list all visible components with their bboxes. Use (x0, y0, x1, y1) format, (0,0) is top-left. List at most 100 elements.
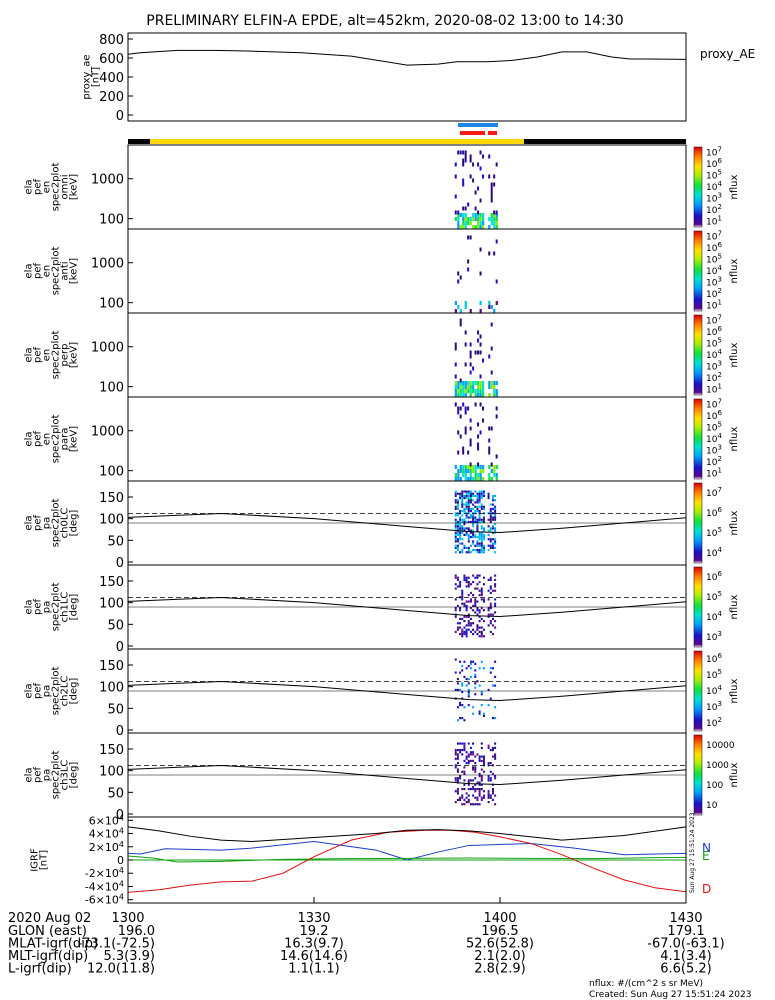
perp-ylabel-line: spec2plot (51, 331, 62, 380)
para-cell (488, 450, 491, 455)
colorbar-exponent: 4 (717, 610, 722, 618)
omni-cell (459, 150, 462, 155)
anti-cell (479, 309, 482, 313)
ch2lc-cell (459, 701, 462, 704)
para-cell (477, 422, 480, 427)
omni-cell (464, 150, 467, 155)
ch2lc-colorbar-label: 104 (706, 684, 722, 697)
anti-ytick-label: 1000 (91, 257, 124, 272)
ch1lc-cell (478, 626, 481, 629)
ephem-value: 6.6(5.2) (660, 962, 712, 977)
ch3lc-cell (459, 742, 462, 745)
ch2lc-cell (463, 719, 466, 722)
ch1lc-loss-cone (127, 596, 687, 618)
ch1lc-colorbar (693, 566, 703, 648)
omni-cell (493, 221, 496, 225)
ephem-value: 4.1(3.4) (660, 949, 712, 964)
ch2lc-loss-cone (127, 680, 687, 702)
ae-ytick-label: 800 (99, 33, 124, 48)
ch0lc-cell (480, 542, 483, 545)
ch3lc-cell (489, 762, 492, 765)
ch3lc-ylabel-line: [deg] (69, 762, 80, 789)
ch1lc-cell (476, 609, 479, 612)
ch1lc-cell (489, 630, 492, 633)
ch1lc-cell (459, 633, 462, 636)
para-cell (459, 465, 462, 469)
ch0lc-cell (465, 494, 468, 497)
para-cell (462, 402, 465, 407)
para-cell (464, 430, 467, 435)
ch1lc-cell (478, 589, 481, 592)
ch3lc-cell (491, 798, 494, 801)
ch0lc-cell (491, 516, 494, 519)
para-cell (469, 477, 472, 481)
ch3lc-cell (480, 746, 483, 749)
sunlight-bar-right (524, 139, 686, 144)
ch1lc-cell (489, 587, 492, 590)
ch1lc-cell (474, 576, 477, 579)
ch2lc-cell (472, 660, 475, 663)
ch1lc-cell (456, 578, 459, 581)
ch1lc-cell (478, 635, 481, 638)
ch0lc-ytick-label: 0 (116, 556, 124, 571)
ae-ylabel-line: proxy_ae (82, 54, 93, 99)
anti-cell (479, 247, 482, 252)
ch0lc-cell (459, 497, 462, 500)
ch3lc-cell (478, 772, 481, 775)
anti-cell (495, 239, 498, 244)
ch3lc-cell (454, 751, 457, 754)
ch1lc-cell (494, 611, 497, 614)
ch1lc-cell (472, 574, 475, 577)
igrf-ytick-label: 4×104 (89, 827, 124, 841)
perp-cell (467, 385, 470, 389)
ch0lc-cell (461, 549, 464, 552)
ch1lc-cell (469, 617, 472, 620)
ch1lc-cell (480, 598, 483, 601)
anti-cell (488, 301, 491, 305)
omni-ylabel: elapefenspec2plotomni[keV] (24, 163, 80, 212)
ch0lc-cell (478, 518, 481, 521)
ch3lc-cell (456, 749, 459, 752)
colorbar-exponent: 2 (717, 371, 721, 379)
ch1lc-cell (467, 581, 470, 584)
perp-cell (479, 385, 482, 389)
ch1lc-ylabel-line: ela (24, 599, 35, 614)
anti-cell (495, 301, 498, 305)
ch0lc-cell (456, 540, 459, 543)
perp-cell (493, 389, 496, 393)
ch2lc-ylabel-line: pa (42, 685, 53, 697)
colorbar-exponent: 1 (717, 382, 721, 390)
ch0lc-cell (472, 525, 475, 528)
para-cell (495, 406, 498, 411)
ch3lc-colorbar-label: 10000 (706, 741, 735, 751)
ch0lc-cell (461, 501, 464, 504)
ch1lc-cell (467, 600, 470, 603)
omni-cell (472, 225, 475, 229)
omni-cell (482, 225, 485, 229)
anti-cell (454, 309, 457, 313)
ch1lc-cell (478, 581, 481, 584)
ch0lc-cell (472, 503, 475, 506)
ch1lc-cell (482, 609, 485, 612)
ch0lc-cell (454, 551, 457, 554)
ch1lc-cell (467, 613, 470, 616)
perp-cell (464, 385, 467, 389)
ch2lc-ylabel-line: ch2LC (60, 676, 71, 707)
para-cell (467, 477, 470, 481)
colorbar-exponent: 4 (717, 684, 722, 692)
ch1lc-cell (456, 628, 459, 631)
ch3lc-cell (487, 796, 490, 799)
para-cell (479, 469, 482, 473)
ch0lc-cell (469, 492, 472, 495)
ch0lc-cell (489, 527, 492, 530)
ch3lc-cell (461, 803, 464, 806)
ch3lc-cell (472, 766, 475, 769)
perp-cell (464, 342, 467, 347)
ch0lc-cell (465, 531, 468, 534)
ch1lc-cell (472, 628, 475, 631)
perp-cell (459, 378, 462, 383)
perp-cell (454, 342, 457, 347)
ch2lc-cell (456, 719, 459, 722)
ch0lc-cell (463, 533, 466, 536)
ch0lc-cell (454, 531, 457, 534)
